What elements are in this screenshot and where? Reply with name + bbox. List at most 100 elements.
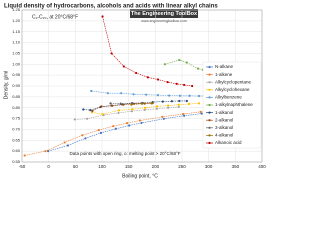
data-point (140, 102, 144, 105)
data-point (183, 114, 186, 117)
y-tick-label: 0.65 (12, 137, 21, 142)
data-point (178, 58, 181, 62)
legend-marker (208, 119, 211, 122)
data-point (23, 154, 26, 157)
chart-subtitle: C₁-C₂₀, at 20°C/68°F (32, 14, 78, 20)
data-point (143, 108, 146, 111)
series-line (83, 100, 187, 111)
x-tick-label: 250 (178, 164, 186, 169)
data-point (138, 119, 141, 122)
data-point (178, 99, 181, 103)
y-tick-label: 0.75 (12, 116, 21, 121)
y-tick-label: 0.80 (12, 105, 21, 110)
data-point (140, 121, 143, 125)
data-point (44, 150, 47, 153)
data-point (155, 105, 159, 108)
y-tick-label: 1.10 (12, 40, 21, 45)
data-point (125, 122, 129, 125)
data-point (63, 141, 66, 144)
data-point (178, 94, 181, 97)
data-point (120, 92, 123, 95)
legend-label: Alkylcyclohexane (215, 87, 250, 92)
data-point (191, 84, 194, 88)
series-line (24, 109, 217, 156)
data-point (109, 102, 112, 105)
data-point (106, 92, 109, 95)
x-axis-label: Boiling point, °C (122, 173, 158, 179)
y-tick-label: 0.70 (12, 126, 21, 131)
y-axis-label: Density, g/ml (3, 71, 9, 100)
y-tick-label: 0.95 (12, 72, 21, 77)
x-tick-label: 0 (47, 164, 50, 169)
data-point (177, 103, 180, 106)
y-tick-label: 1.00 (12, 61, 21, 66)
data-point (47, 150, 50, 153)
legend-marker (208, 88, 211, 91)
y-tick-label: 1.05 (12, 50, 21, 55)
data-point (163, 63, 167, 66)
x-tick-label: 50 (73, 164, 79, 169)
legend-marker (208, 134, 211, 137)
data-point (130, 110, 133, 113)
data-point (81, 134, 84, 137)
data-point (119, 102, 122, 105)
data-point (110, 52, 113, 55)
legend-label: N-alkane (215, 64, 234, 69)
data-point (122, 65, 125, 68)
x-tick-label: 400 (258, 164, 266, 169)
data-point (114, 127, 117, 130)
chart: Liquid density of hydrocarbons, alcohols… (3, 4, 266, 180)
y-tick-label: 1.15 (12, 29, 21, 34)
plot-frame (21, 9, 263, 163)
data-point (101, 15, 104, 18)
legend-marker (208, 96, 211, 99)
annotation: Data points with open ring, o: melting p… (69, 151, 180, 156)
legend-label: 1-alkylnaphthalene (215, 102, 253, 107)
data-point (91, 109, 94, 113)
x-tick-label: 350 (232, 164, 240, 169)
series-line (91, 103, 200, 115)
data-point (84, 137, 87, 140)
data-point (85, 117, 89, 120)
data-point (111, 104, 114, 107)
legend-marker (208, 81, 211, 84)
data-point (167, 104, 170, 107)
data-point (155, 107, 159, 110)
data-point (177, 105, 180, 108)
legend-label: 1-alkanol (215, 110, 233, 115)
data-point (135, 71, 138, 75)
x-tick-label: 200 (152, 164, 160, 169)
data-point (131, 108, 134, 111)
legend-label: 4-alkanol (215, 133, 233, 138)
data-point (117, 109, 121, 112)
data-point (117, 111, 120, 115)
data-point (188, 94, 191, 97)
y-tick-label: 0.55 (12, 159, 21, 164)
data-point (167, 106, 170, 109)
legend-label: 3-alkanol (215, 125, 233, 130)
chart-title: Liquid density of hydrocarbons, alcohols… (4, 4, 218, 10)
data-point (175, 82, 178, 85)
data-point (196, 67, 200, 70)
logo-box (130, 9, 198, 18)
data-point (66, 144, 69, 147)
data-point (144, 106, 147, 109)
data-point (143, 102, 146, 105)
legend-label: Alkylcyclopentane (215, 79, 252, 84)
legend-label: 2-alkanol (215, 117, 233, 122)
data-point (146, 76, 149, 79)
legend-marker (208, 111, 211, 114)
series-line (131, 103, 152, 105)
y-tick-label: 1.20 (12, 18, 21, 23)
legend-label: Alkanoic acid (215, 140, 242, 145)
data-point (130, 103, 133, 106)
y-tick-label: 0.60 (12, 148, 21, 153)
data-point (161, 115, 164, 118)
data-point (162, 117, 165, 120)
data-point (112, 125, 115, 128)
x-tick-label: -50 (19, 164, 26, 169)
legend-marker (208, 141, 211, 145)
x-tick-label: 100 (98, 164, 106, 169)
data-point (197, 102, 201, 105)
data-point (166, 80, 169, 84)
